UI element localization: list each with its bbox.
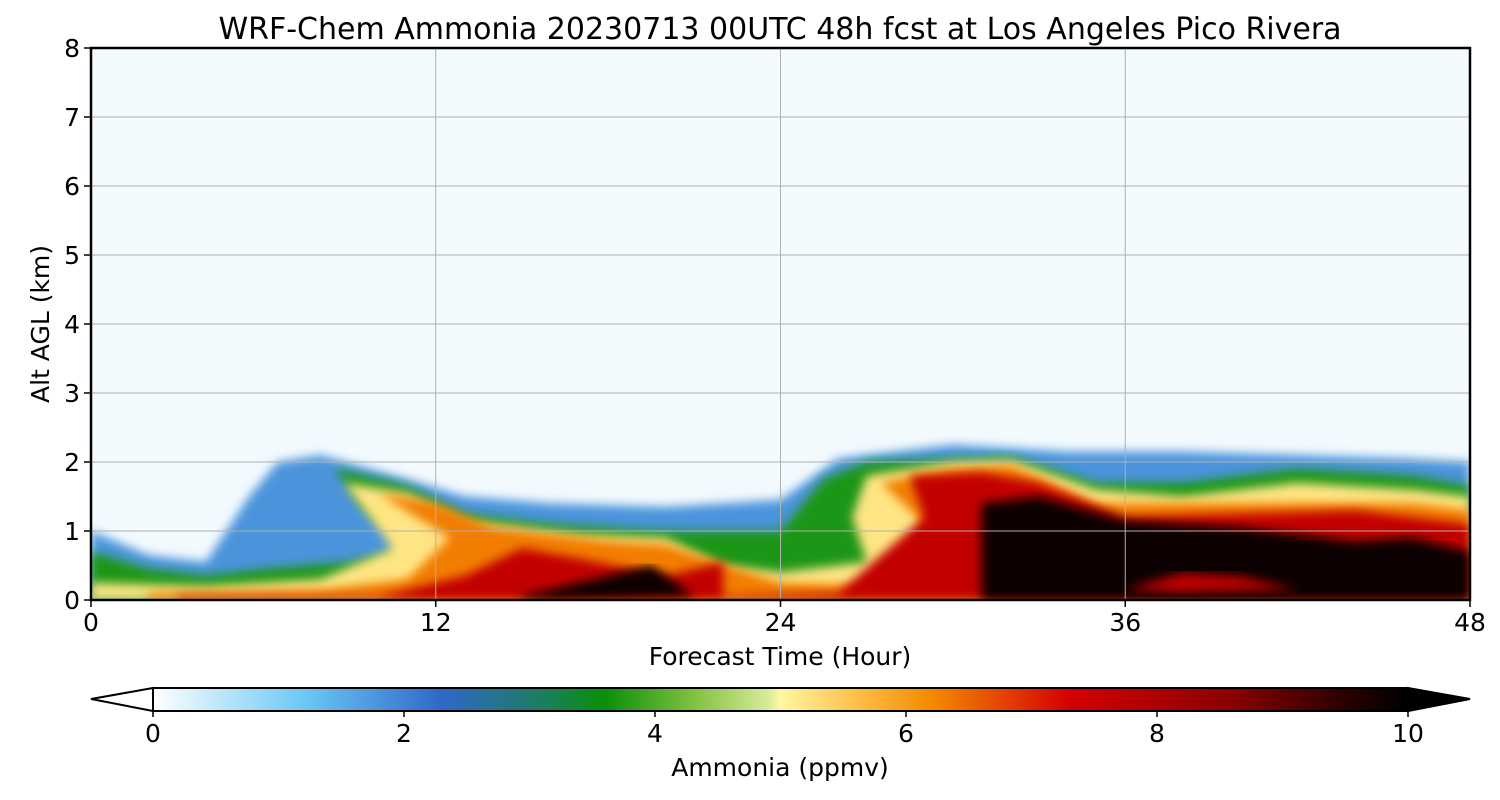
colorbar-ticks: 0 2 4 6 8 10	[145, 711, 1424, 748]
field-layer-black-core	[521, 565, 695, 600]
x-tick-label: 24	[765, 608, 797, 637]
field-layer-red-patch	[1125, 572, 1298, 594]
colorbar-extend-low	[90, 686, 154, 713]
y-tick-label: 7	[64, 103, 80, 132]
y-tick-label: 2	[64, 448, 80, 477]
x-tick-label: 48	[1454, 608, 1486, 637]
colorbar: 0 2 4 6 8 10 Ammonia (ppmv)	[90, 686, 1471, 782]
x-tick-label: 0	[83, 608, 99, 637]
y-tick-label: 1	[64, 517, 80, 546]
y-axis-ticks: 0 1 2 3 4 5 6 7 8	[64, 34, 91, 615]
colorbar-label: Ammonia (ppmv)	[671, 753, 889, 782]
colorbar-tick-label: 0	[145, 719, 161, 748]
colorbar-tick-label: 8	[1149, 719, 1165, 748]
y-tick-label: 3	[64, 379, 80, 408]
chart-title: WRF-Chem Ammonia 20230713 00UTC 48h fcst…	[218, 12, 1341, 47]
y-tick-label: 5	[64, 241, 80, 270]
colorbar-tick-label: 2	[396, 719, 412, 748]
y-tick-label: 4	[64, 310, 80, 339]
x-axis-ticks: 0 12 24 36 48	[83, 600, 1486, 637]
colorbar-tick-label: 6	[898, 719, 914, 748]
x-axis-label: Forecast Time (Hour)	[649, 642, 912, 671]
y-axis-label: Alt AGL (km)	[26, 245, 55, 403]
y-tick-label: 8	[64, 34, 80, 63]
y-tick-label: 6	[64, 172, 80, 201]
y-tick-label: 0	[64, 586, 80, 615]
colorbar-extend-high	[1407, 686, 1471, 713]
field-layer-black-core-2	[981, 496, 1470, 600]
plot-area	[89, 46, 1472, 602]
x-tick-label: 36	[1109, 608, 1141, 637]
colorbar-tick-label: 4	[647, 719, 663, 748]
x-tick-label: 12	[420, 608, 452, 637]
colorbar-gradient	[152, 687, 1409, 712]
colorbar-tick-label: 10	[1392, 719, 1424, 748]
